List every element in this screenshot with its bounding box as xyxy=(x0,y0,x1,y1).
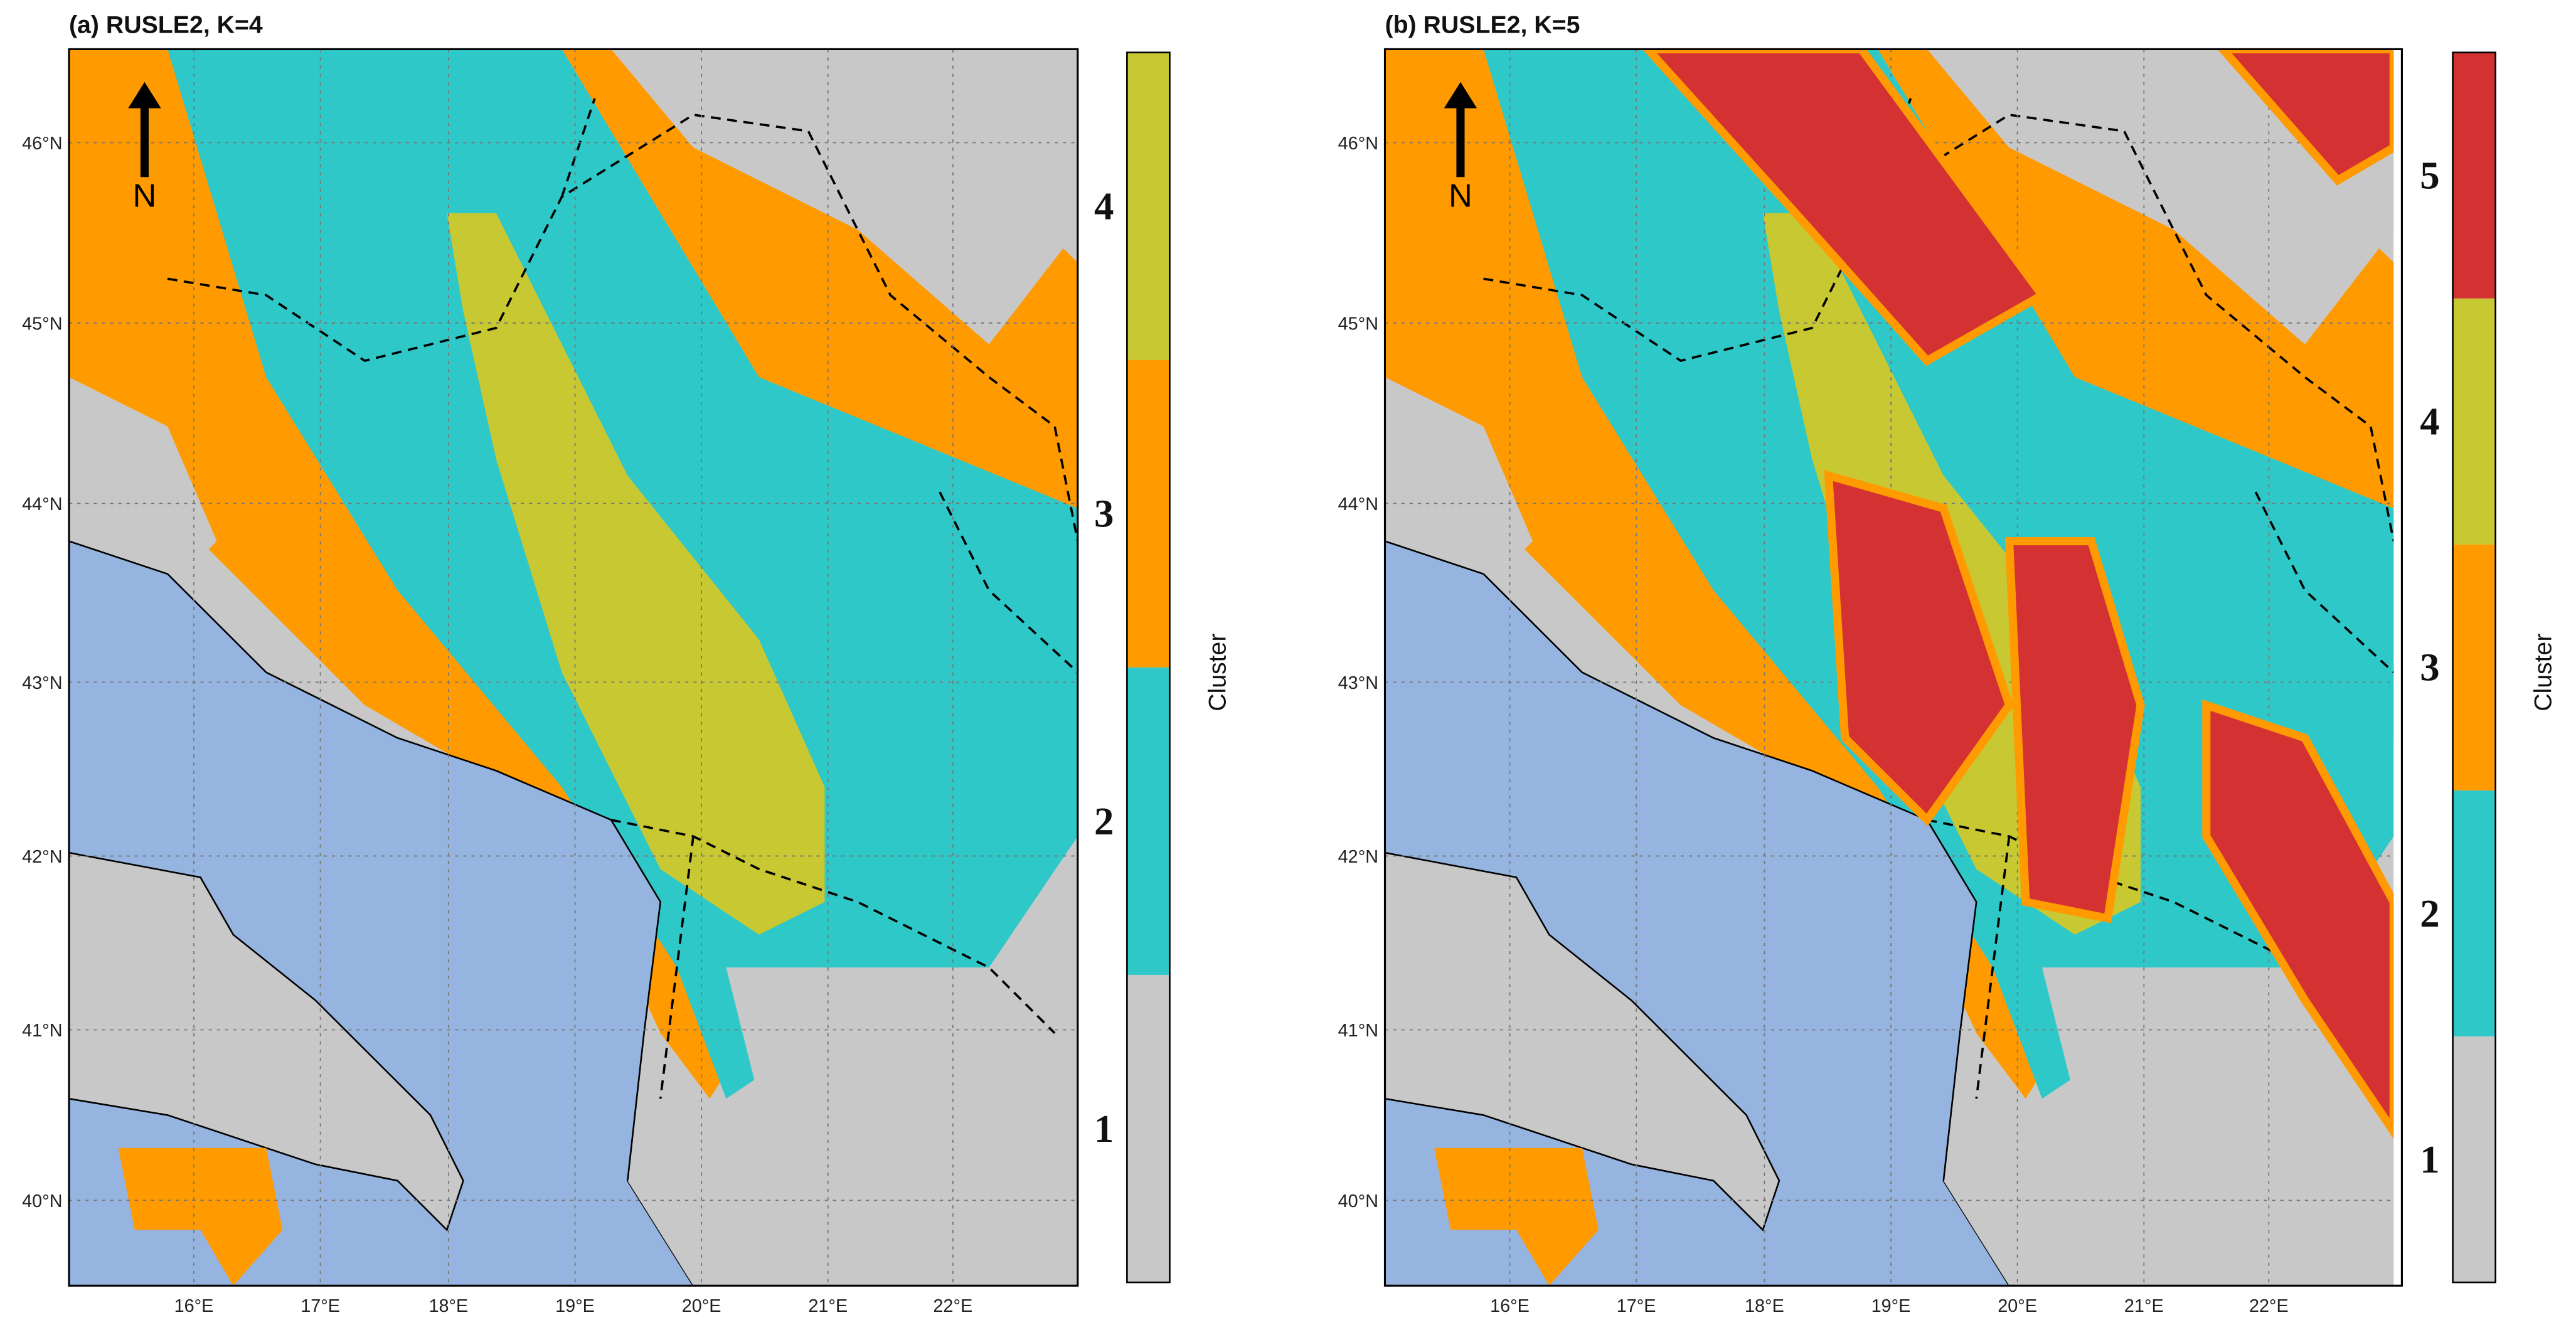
lat-label: 41°N xyxy=(1338,1021,1378,1041)
lon-label: 18°E xyxy=(429,1296,469,1316)
lon-label: 19°E xyxy=(1871,1296,1911,1316)
colorbar-label: 1 xyxy=(1094,1107,1114,1151)
colorbar-label: 2 xyxy=(2420,891,2439,935)
lon-label: 17°E xyxy=(301,1296,340,1316)
colorbar-segment xyxy=(1127,974,1170,1283)
map-b xyxy=(1385,49,2394,1286)
lon-label: 21°E xyxy=(808,1296,848,1316)
colorbar-label: 4 xyxy=(1094,184,1114,228)
colorbar-title: Cluster xyxy=(1203,634,1231,711)
colorbar-label: 2 xyxy=(1094,799,1114,843)
colorbar-label: 4 xyxy=(2420,400,2439,444)
colorbar-segment xyxy=(2452,1036,2496,1283)
lon-label: 17°E xyxy=(1617,1296,1656,1316)
lat-label: 46°N xyxy=(1338,134,1378,154)
colorbar-segment xyxy=(2452,52,2496,299)
lat-label: 40°N xyxy=(22,1191,62,1211)
lon-label: 16°E xyxy=(174,1296,214,1316)
panel-title: (a) RUSLE2, K=4 xyxy=(69,11,263,38)
lat-label: 40°N xyxy=(1338,1191,1378,1211)
colorbar-segment xyxy=(2452,790,2496,1036)
colorbar-segment xyxy=(2452,544,2496,790)
lon-label: 16°E xyxy=(1490,1296,1530,1316)
colorbar-frame xyxy=(2452,51,2496,1284)
lon-label: 21°E xyxy=(2124,1296,2164,1316)
lat-label: 41°N xyxy=(22,1021,62,1041)
lat-label: 44°N xyxy=(22,494,62,514)
lon-label: 22°E xyxy=(2249,1296,2289,1316)
lat-label: 45°N xyxy=(1338,314,1378,334)
panel-title: (b) RUSLE2, K=5 xyxy=(1385,11,1580,38)
lon-label: 20°E xyxy=(682,1296,721,1316)
map-a xyxy=(68,49,1078,1286)
colorbar-frame xyxy=(1126,51,1171,1284)
lon-label: 22°E xyxy=(933,1296,972,1316)
lon-label: 18°E xyxy=(1745,1296,1784,1316)
colorbar-label: 1 xyxy=(2420,1137,2439,1181)
lat-label: 43°N xyxy=(1338,673,1378,693)
north-label: N xyxy=(1449,178,1472,214)
lat-label: 42°N xyxy=(22,847,62,867)
colorbar-segment xyxy=(1127,52,1170,360)
colorbar-label: 3 xyxy=(1094,492,1114,536)
colorbar-segment xyxy=(1127,359,1170,668)
colorbar-segment xyxy=(1127,667,1170,975)
colorbar-label: 5 xyxy=(2420,154,2439,198)
lon-label: 20°E xyxy=(1998,1296,2037,1316)
colorbar-label: 3 xyxy=(2420,646,2439,689)
colorbar-title: Cluster xyxy=(2530,634,2557,711)
lat-label: 45°N xyxy=(22,314,62,334)
lat-label: 44°N xyxy=(1338,494,1378,514)
frame xyxy=(68,48,1079,1287)
frame xyxy=(1383,48,2403,1287)
lat-label: 43°N xyxy=(22,673,62,693)
colorbar-segment xyxy=(2452,298,2496,545)
lon-label: 19°E xyxy=(555,1296,595,1316)
north-label: N xyxy=(133,178,157,214)
lat-label: 42°N xyxy=(1338,847,1378,867)
lat-label: 46°N xyxy=(22,134,62,154)
